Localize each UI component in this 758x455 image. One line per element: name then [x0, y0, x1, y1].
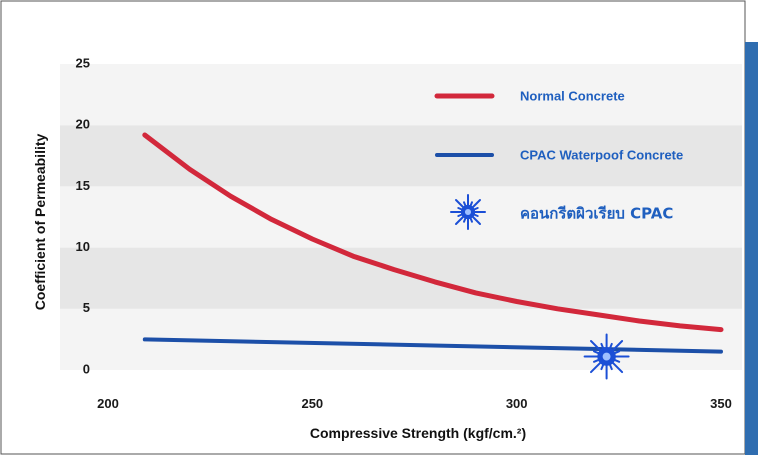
series-layer: [142, 132, 724, 354]
x-tick-labels: 200 250 300 350: [97, 396, 732, 411]
y-tick-labels: 0 5 10 15 20 25: [76, 55, 90, 376]
legend-star-glyph: [450, 194, 486, 230]
y-tick-label: 25: [76, 55, 90, 70]
plot-band: [60, 247, 742, 309]
y-tick-label: 0: [83, 361, 90, 376]
y-tick-label: 10: [76, 239, 90, 254]
right-accent-strip: [745, 42, 758, 455]
y-tick-label: 20: [76, 117, 90, 132]
legend-label-cpac-waterproof: CPAC Waterpoof Concrete: [520, 147, 683, 162]
legend-label-normal-concrete: Normal Concrete: [520, 88, 625, 103]
x-tick-label: 300: [506, 396, 528, 411]
legend-label-cpac-smooth: คอนกรีตผิวเรียบ CPAC: [520, 205, 673, 223]
plot-band: [60, 186, 742, 248]
y-tick-label: 15: [76, 178, 90, 193]
x-tick-label: 250: [301, 396, 323, 411]
x-axis-title: Compressive Strength (kgf/cm.²): [310, 425, 526, 441]
x-tick-label: 200: [97, 396, 119, 411]
legend: Normal Concrete CPAC Waterpoof Concrete …: [434, 88, 683, 230]
y-axis-title: Coefficient of Permeability: [32, 133, 48, 310]
marker-layer: [583, 333, 630, 380]
series-line-normal-concrete: [142, 132, 724, 333]
x-tick-label: 350: [710, 396, 732, 411]
star-highlight: [602, 352, 611, 361]
star-highlight: [464, 208, 472, 216]
series-line-cpac-waterproof: [142, 337, 723, 354]
y-tick-label: 5: [83, 300, 90, 315]
marker-cpac-smooth-surface: [583, 333, 630, 380]
legend-star-icon: [450, 194, 486, 230]
plot-band: [60, 64, 742, 126]
